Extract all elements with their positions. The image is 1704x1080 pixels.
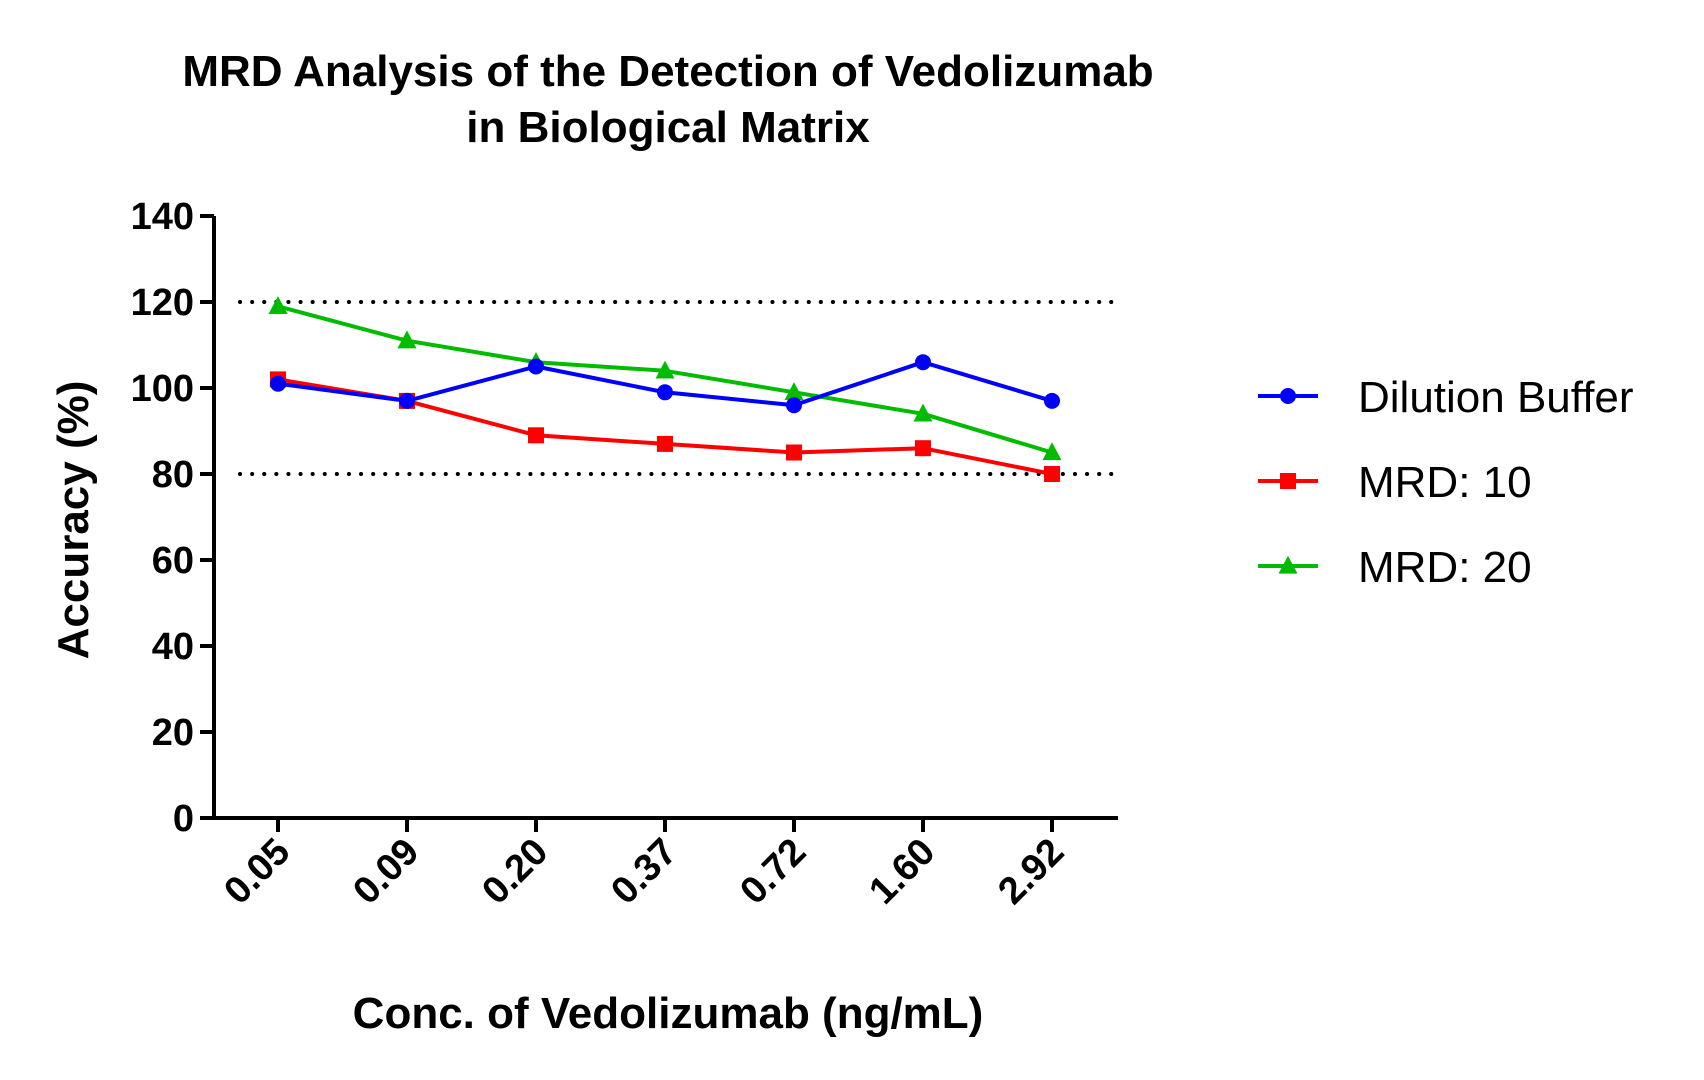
- data-point-dilution-buffer: [657, 384, 673, 401]
- y-tick-label: 40: [152, 626, 194, 668]
- series-line-mrd-20: [277, 304, 1053, 455]
- legend-marker-mrd-10: [1280, 473, 1296, 489]
- data-point-dilution-buffer: [270, 375, 286, 392]
- data-point-dilution-buffer: [915, 354, 931, 371]
- x-tick-label: 0.05: [216, 831, 298, 913]
- y-axis-title: Accuracy (%): [49, 381, 98, 660]
- data-point-mrd-20: [655, 360, 675, 379]
- data-point-mrd-20: [268, 296, 288, 314]
- data-point-mrd-20: [1042, 442, 1062, 461]
- chart-title-line-1: MRD Analysis of the Detection of Vedoliz…: [182, 47, 1153, 96]
- data-point-mrd-10: [786, 444, 802, 461]
- y-tick-label: 0: [173, 798, 194, 840]
- x-tick-label: 0.09: [345, 831, 427, 913]
- data-point-dilution-buffer: [786, 397, 802, 414]
- legend-marker-dilution-buffer: [1280, 388, 1296, 404]
- data-point-dilution-buffer: [399, 392, 415, 409]
- plot-area: 0 20 40 60 80 100 120 140 0.05 0.09 0.20 0.37 0.72 1.…: [131, 196, 1120, 913]
- x-tick-label: 0.20: [474, 831, 556, 913]
- data-point-mrd-10: [1044, 466, 1060, 482]
- legend-label-mrd-10: MRD: 10: [1358, 458, 1532, 507]
- x-tick-label: 1.60: [861, 831, 943, 913]
- x-tick-label: 0.72: [732, 831, 814, 913]
- chart-title-line-2: in Biological Matrix: [466, 103, 870, 152]
- data-point-mrd-20: [913, 403, 933, 422]
- y-tick-label: 20: [152, 712, 194, 754]
- legend-marker-mrd-20: [1278, 555, 1298, 574]
- x-tick-label: 0.37: [603, 831, 685, 913]
- data-point-mrd-10: [915, 440, 931, 457]
- y-tick-label: 120: [131, 282, 194, 324]
- legend: Dilution Buffer MRD: 10 MRD: 20: [1258, 373, 1634, 592]
- legend-label-mrd-20: MRD: 20: [1358, 543, 1532, 592]
- y-tick-label: 100: [131, 368, 194, 410]
- x-axis-title: Conc. of Vedolizumab (ng/mL): [353, 989, 984, 1038]
- y-tick-label: 60: [152, 540, 194, 582]
- data-point-mrd-10: [657, 435, 673, 452]
- x-tick-label: 2.92: [990, 831, 1072, 913]
- y-tick-label: 80: [152, 454, 194, 496]
- data-point-mrd-10: [528, 427, 544, 444]
- legend-label-dilution-buffer: Dilution Buffer: [1358, 373, 1634, 422]
- data-point-mrd-20: [397, 330, 417, 349]
- data-point-dilution-buffer: [1044, 392, 1060, 409]
- y-tick-label: 140: [131, 196, 194, 238]
- data-point-mrd-20: [784, 382, 804, 400]
- data-point-dilution-buffer: [528, 358, 544, 375]
